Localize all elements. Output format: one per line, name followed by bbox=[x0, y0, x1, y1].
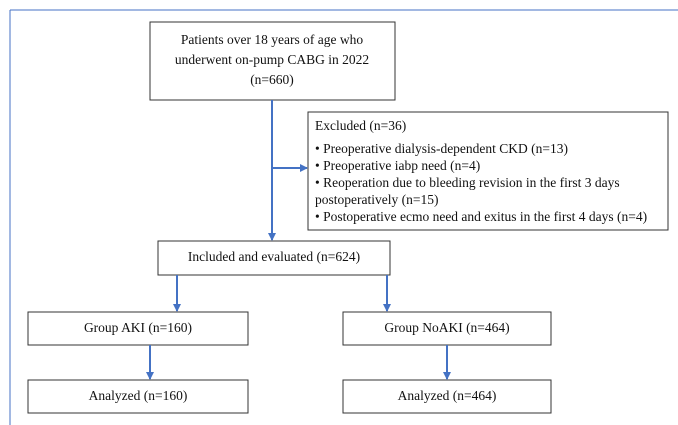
node-text: Included and evaluated (n=624) bbox=[188, 249, 360, 264]
node-text: Patients over 18 years of age who bbox=[181, 32, 363, 47]
box-group-noaki bbox=[342, 311, 552, 346]
box-included bbox=[157, 240, 391, 276]
excluded-item: • Preoperative dialysis-dependent CKD (n… bbox=[315, 141, 568, 156]
node-text: Group NoAKI (n=464) bbox=[384, 320, 509, 335]
box-analyzed-aki bbox=[27, 379, 249, 414]
node-text: Analyzed (n=160) bbox=[89, 388, 188, 403]
excluded-item: postoperatively (n=15) bbox=[315, 192, 438, 207]
node-text: Group AKI (n=160) bbox=[84, 320, 192, 335]
box-patients bbox=[149, 21, 396, 101]
node-text: Analyzed (n=464) bbox=[398, 388, 497, 403]
excluded-item: • Postoperative ecmo need and exitus in … bbox=[315, 209, 647, 224]
box-excluded bbox=[307, 111, 669, 231]
box-analyzed-noaki bbox=[342, 379, 552, 414]
excluded-item: • Reoperation due to bleeding revision i… bbox=[315, 175, 620, 190]
excluded-title: Excluded (n=36) bbox=[315, 118, 406, 133]
box-group-aki bbox=[27, 311, 249, 346]
excluded-item: • Preoperative iabp need (n=4) bbox=[315, 158, 480, 173]
node-text: underwent on-pump CABG in 2022 bbox=[175, 52, 369, 67]
node-text: (n=660) bbox=[250, 72, 294, 87]
